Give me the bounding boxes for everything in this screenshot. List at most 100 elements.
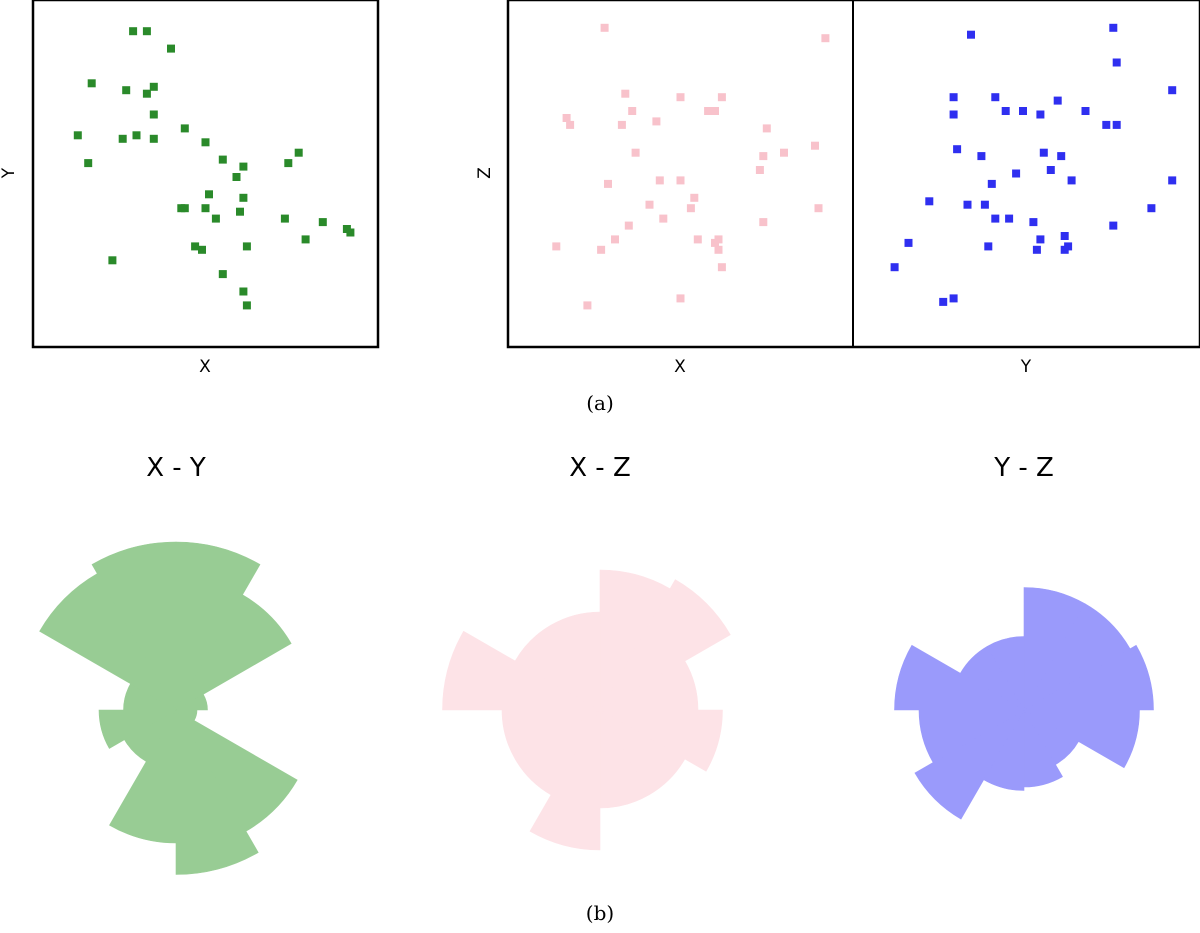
rose-sector	[175, 708, 259, 875]
scatter-point	[717, 93, 726, 102]
scatter-point	[967, 30, 975, 39]
scatter-point	[87, 79, 96, 88]
scatter-point	[180, 204, 189, 213]
scatter-point	[977, 152, 986, 161]
rose-sector	[550, 611, 601, 712]
scatter-point	[780, 148, 788, 157]
scatter-point	[346, 228, 355, 237]
scatter-point	[690, 193, 699, 202]
scatter-point	[562, 114, 571, 122]
scatter-point	[686, 204, 695, 213]
scatter-point	[711, 107, 719, 115]
scatter-point	[621, 89, 630, 98]
scatter-point	[284, 159, 293, 168]
scatter-point	[239, 162, 248, 171]
scatter-point	[1081, 107, 1090, 115]
scatter-point	[755, 166, 764, 174]
scatter-point	[191, 242, 200, 251]
rose-sector	[529, 708, 601, 851]
scatter-point	[963, 200, 972, 209]
scatter-point	[904, 238, 913, 247]
scatter-point	[600, 23, 609, 32]
scatter-point	[1102, 120, 1111, 129]
rose-x-z-title: X - Z	[569, 453, 631, 483]
scatter-point	[201, 138, 210, 147]
scatter-x-y: X Y	[0, 0, 380, 377]
scatter-point	[949, 294, 958, 303]
scatter-point	[239, 287, 248, 296]
scatter-point	[624, 221, 633, 230]
scatter-x-z-ylabel: Z	[475, 167, 495, 179]
scatter-point	[1168, 86, 1177, 95]
scatter-point	[1060, 245, 1069, 254]
scatter-point	[1046, 166, 1055, 174]
scatter-point	[1012, 169, 1021, 178]
scatter-point	[949, 93, 958, 102]
scatter-point	[149, 82, 158, 91]
scatter-point	[232, 173, 241, 181]
scatter-point	[821, 34, 830, 43]
scatter-point	[1109, 23, 1118, 32]
scatter-x-y-xlabel: X	[199, 357, 211, 377]
scatter-point	[628, 107, 637, 115]
scatter-point	[717, 263, 726, 272]
rose-sector	[91, 541, 177, 712]
scatter-y-z-points	[890, 23, 1177, 306]
scatter-point	[142, 27, 151, 36]
scatter-point	[953, 145, 962, 154]
scatter-x-y-frame	[31, 0, 380, 349]
scatter-point	[280, 214, 289, 223]
rose-sector	[599, 579, 731, 711]
scatter-point	[611, 235, 619, 244]
scatter-point	[814, 204, 823, 213]
scatter-point	[676, 176, 685, 185]
scatter-point	[301, 235, 310, 244]
scatter-point	[211, 214, 220, 223]
scatter-point	[1060, 232, 1069, 240]
scatter-point	[552, 242, 561, 251]
scatter-point	[652, 117, 661, 126]
scatter-point	[645, 200, 654, 209]
scatter-point	[149, 134, 158, 143]
caption-b: (b)	[586, 901, 614, 925]
scatter-point	[1147, 204, 1156, 213]
scatter-point	[73, 131, 82, 140]
scatter-point	[984, 242, 993, 251]
scatter-point	[149, 110, 158, 119]
scatter-point	[129, 27, 138, 36]
scatter-point	[1067, 176, 1076, 185]
scatter-point	[242, 301, 251, 310]
scatter-point	[655, 176, 664, 185]
scatter-point	[714, 235, 723, 244]
scatter-point	[132, 131, 141, 140]
scatter-point	[198, 245, 206, 254]
scatter-x-z-points	[552, 23, 830, 310]
rose-sector	[442, 630, 602, 711]
scatter-point	[583, 301, 592, 310]
scatter-point	[1112, 58, 1121, 67]
rose-sector	[914, 709, 1025, 820]
scatter-point	[1032, 245, 1041, 254]
scatter-point	[1005, 214, 1014, 223]
rose-x-y-title: X - Y	[146, 453, 206, 483]
rose-sector	[98, 709, 178, 749]
scatter-y-z-xlabel: Y	[1020, 357, 1032, 377]
scatter-point	[597, 245, 606, 254]
scatter-point	[617, 120, 626, 129]
scatter-point	[167, 44, 175, 53]
scatter-point	[218, 155, 227, 164]
scatter-point	[1168, 176, 1177, 185]
scatter-point	[242, 242, 251, 251]
scatter-point	[987, 179, 996, 188]
rose-sector	[175, 594, 292, 711]
scatter-xz-yz: X Y Z	[475, 0, 1200, 377]
rose-y-z	[894, 587, 1154, 820]
scatter-point	[759, 152, 768, 161]
scatter-point	[566, 120, 575, 129]
scatter-point	[1029, 218, 1038, 227]
scatter-point	[236, 207, 244, 216]
scatter-point	[939, 297, 948, 306]
scatter-point	[294, 148, 303, 157]
scatter-point	[1019, 107, 1027, 115]
